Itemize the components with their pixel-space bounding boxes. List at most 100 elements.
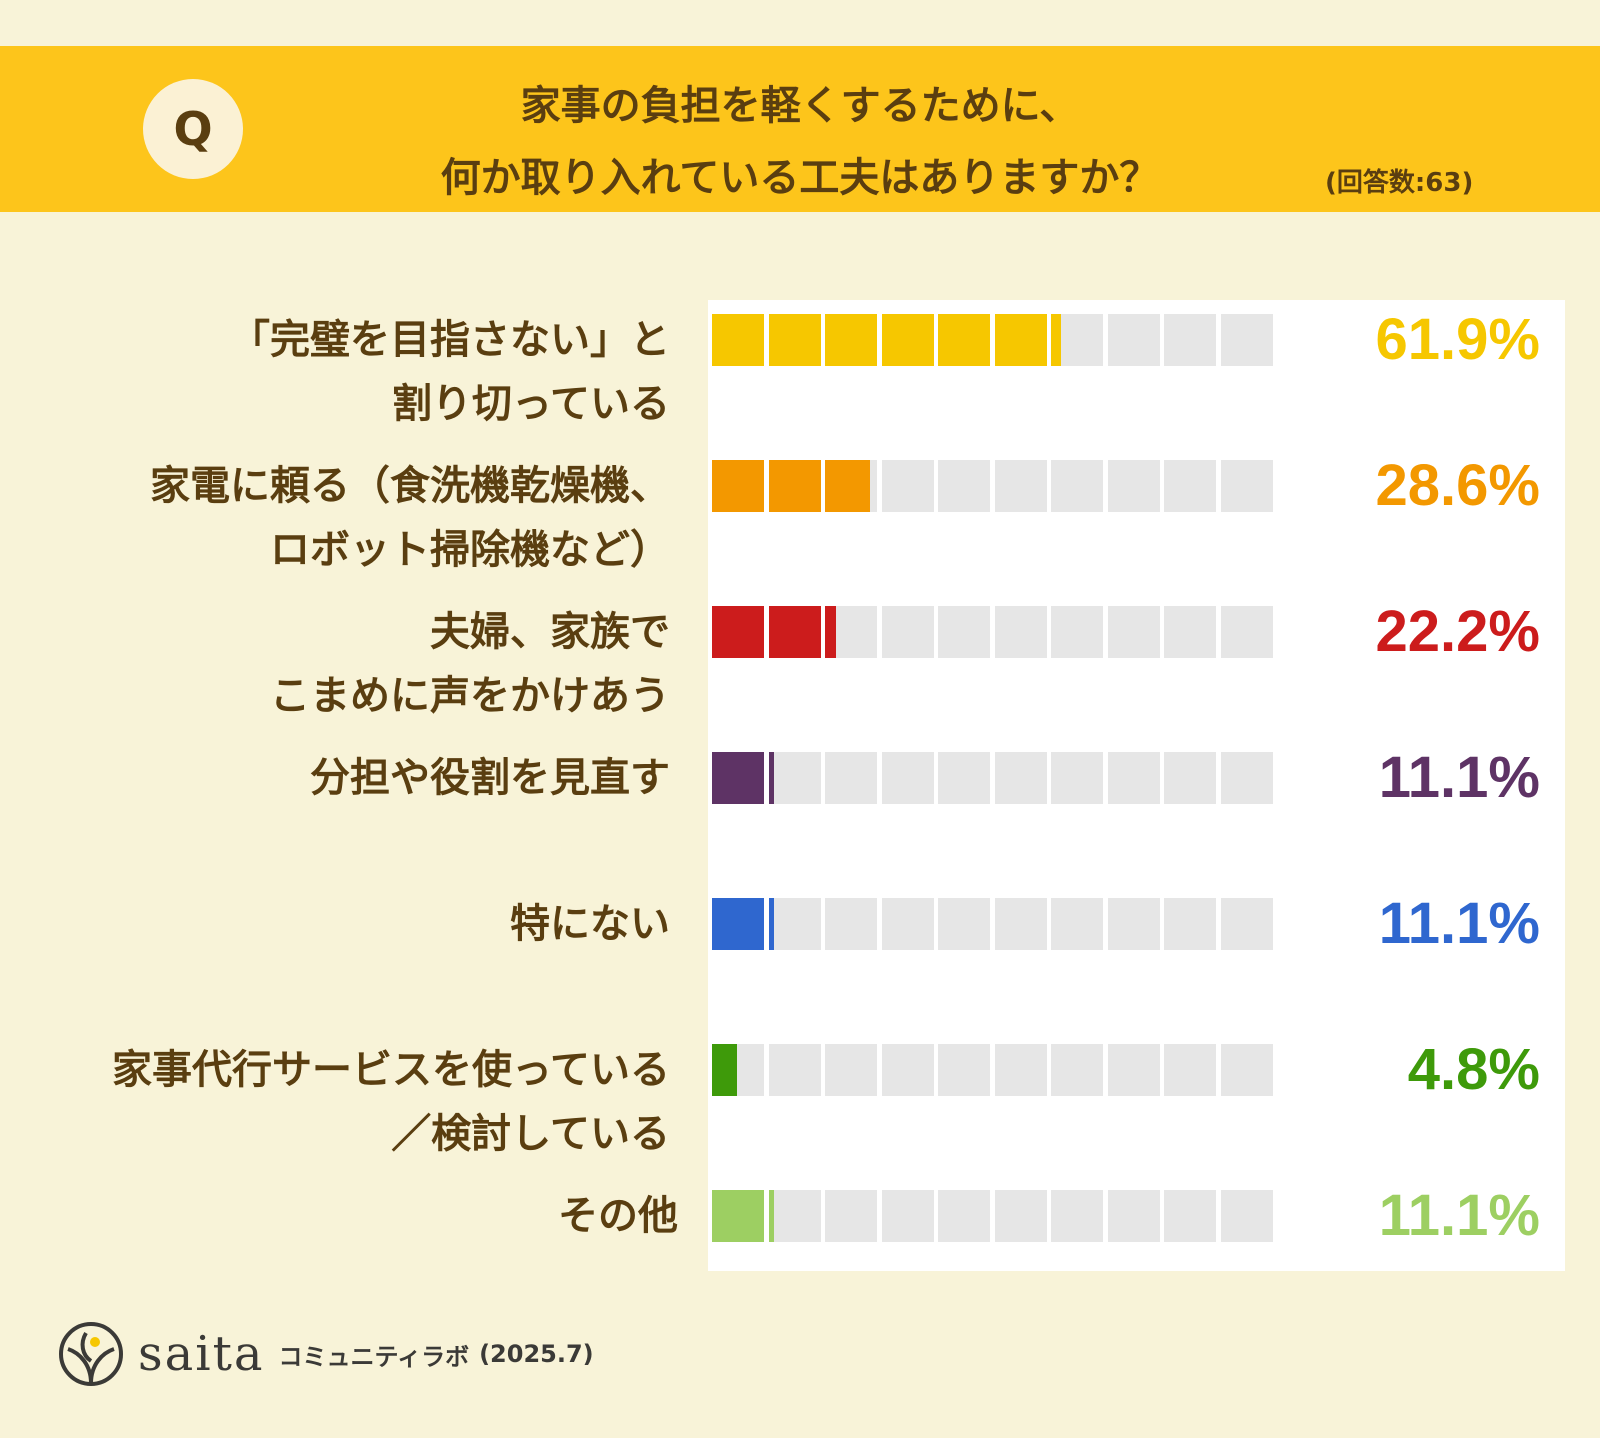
bar-fill (768, 752, 775, 804)
bar-segment (994, 898, 1047, 950)
bar-segment (712, 1044, 764, 1096)
question-badge: Q (143, 79, 243, 179)
bar-segment (938, 460, 990, 512)
bar-segment (825, 752, 877, 804)
value-label: 22.2% (1375, 599, 1540, 664)
bar-fill (712, 606, 764, 658)
category-label-line: 特にない (510, 901, 670, 947)
bar-segment (768, 1044, 821, 1096)
category-label: 家電に頼る（食洗機乾燥機、ロボット掃除機など） (0, 454, 670, 582)
bar-segment (938, 314, 990, 366)
category-label-line: こまめに声をかけあう (270, 673, 670, 719)
bar-segment (768, 314, 821, 366)
bar-fill (712, 1044, 737, 1096)
bar-segment (1107, 606, 1160, 658)
bar-segment (1107, 314, 1160, 366)
category-label-line: 分担や役割を見直す (310, 755, 670, 801)
bar-segment (1107, 752, 1160, 804)
title-line-2: 何か取り入れている工夫はありますか？ (440, 155, 1160, 201)
bar-segment (825, 606, 877, 658)
bar-segment (1164, 898, 1216, 950)
bar-segment (1164, 314, 1216, 366)
bar-segment (1051, 314, 1103, 366)
bar-segment (938, 898, 990, 950)
bar-segment (768, 606, 821, 658)
bar-segment (994, 460, 1047, 512)
bar-segment (881, 1044, 934, 1096)
category-label-line: その他 (558, 1193, 678, 1239)
bar-segment (938, 752, 990, 804)
category-label-line: ロボット掃除機など） (270, 527, 670, 573)
category-label-line: 家電に頼る（食洗機乾燥機、 (150, 463, 670, 509)
bar-segment (825, 314, 877, 366)
bar-segment (1051, 606, 1103, 658)
category-label: 家事代行サービスを使っている ／検討している (0, 1038, 670, 1166)
bar-segment (712, 1190, 764, 1242)
title-line-1: 家事の負担を軽くするために、 (520, 83, 1080, 129)
value-label: 11.1% (1378, 891, 1540, 956)
bar-segment (1051, 898, 1103, 950)
bar-segment (1220, 1044, 1273, 1096)
bar-segment (994, 752, 1047, 804)
bar-segment (1164, 460, 1216, 512)
bar-fill (712, 752, 764, 804)
bar-segment (712, 314, 764, 366)
bar-segment (768, 1190, 821, 1242)
bar-fill (712, 898, 764, 950)
bar-segment (881, 460, 934, 512)
bar-segment (994, 1190, 1047, 1242)
bar-segment (1220, 752, 1273, 804)
bar-fill (1051, 314, 1061, 366)
bar-segment (881, 898, 934, 950)
bar-segment (881, 1190, 934, 1242)
bar-segment (712, 898, 764, 950)
bar-segment (938, 1190, 990, 1242)
bar-fill (768, 314, 821, 366)
value-label: 4.8% (1407, 1037, 1540, 1102)
bar-fill (712, 314, 764, 366)
bar-segment (994, 1044, 1047, 1096)
value-label: 28.6% (1375, 453, 1540, 518)
category-label-line: 「完璧を目指さない」と (230, 317, 670, 363)
bar-segment (994, 314, 1047, 366)
bar-fill (712, 460, 764, 512)
bar-segment (1107, 898, 1160, 950)
bar-segment (1107, 460, 1160, 512)
bar-segment (712, 752, 764, 804)
bar-segment (1164, 1190, 1216, 1242)
bar-fill (994, 314, 1047, 366)
bar-segment (1220, 460, 1273, 512)
brand-name: saita (138, 1326, 265, 1382)
bar-segment (994, 606, 1047, 658)
bar-segment (1107, 1044, 1160, 1096)
bar-segment (825, 898, 877, 950)
saita-logo-icon (59, 1322, 123, 1386)
category-label: 夫婦、家族で こまめに声をかけあう (0, 600, 670, 728)
bar-segment (768, 460, 821, 512)
bar-fill (768, 898, 775, 950)
bar-segment (881, 314, 934, 366)
bar-segment (1051, 1044, 1103, 1096)
bar-segment (768, 898, 821, 950)
bar-segment (881, 606, 934, 658)
bar-segment (1220, 606, 1273, 658)
bar-segment (825, 1190, 877, 1242)
bar-segment (712, 460, 764, 512)
category-label-line: ／検討している (391, 1111, 670, 1157)
respondent-count: (回答数:63) (1325, 168, 1474, 198)
bar-fill (825, 314, 877, 366)
header-banner (0, 46, 1600, 212)
bar-fill (768, 606, 821, 658)
bar-segment (1220, 314, 1273, 366)
bar-segment (938, 1044, 990, 1096)
footer: saita コミュニティラボ (2025.7) (58, 1318, 594, 1390)
bar-segment (1164, 606, 1216, 658)
bar-fill (768, 460, 821, 512)
bar-fill (825, 606, 837, 658)
bar-segment (825, 460, 877, 512)
category-label: その他 (0, 1184, 678, 1248)
bar-segment (1220, 898, 1273, 950)
value-label: 61.9% (1375, 307, 1540, 372)
bar-segment (1051, 1190, 1103, 1242)
bar-segment (1107, 1190, 1160, 1242)
